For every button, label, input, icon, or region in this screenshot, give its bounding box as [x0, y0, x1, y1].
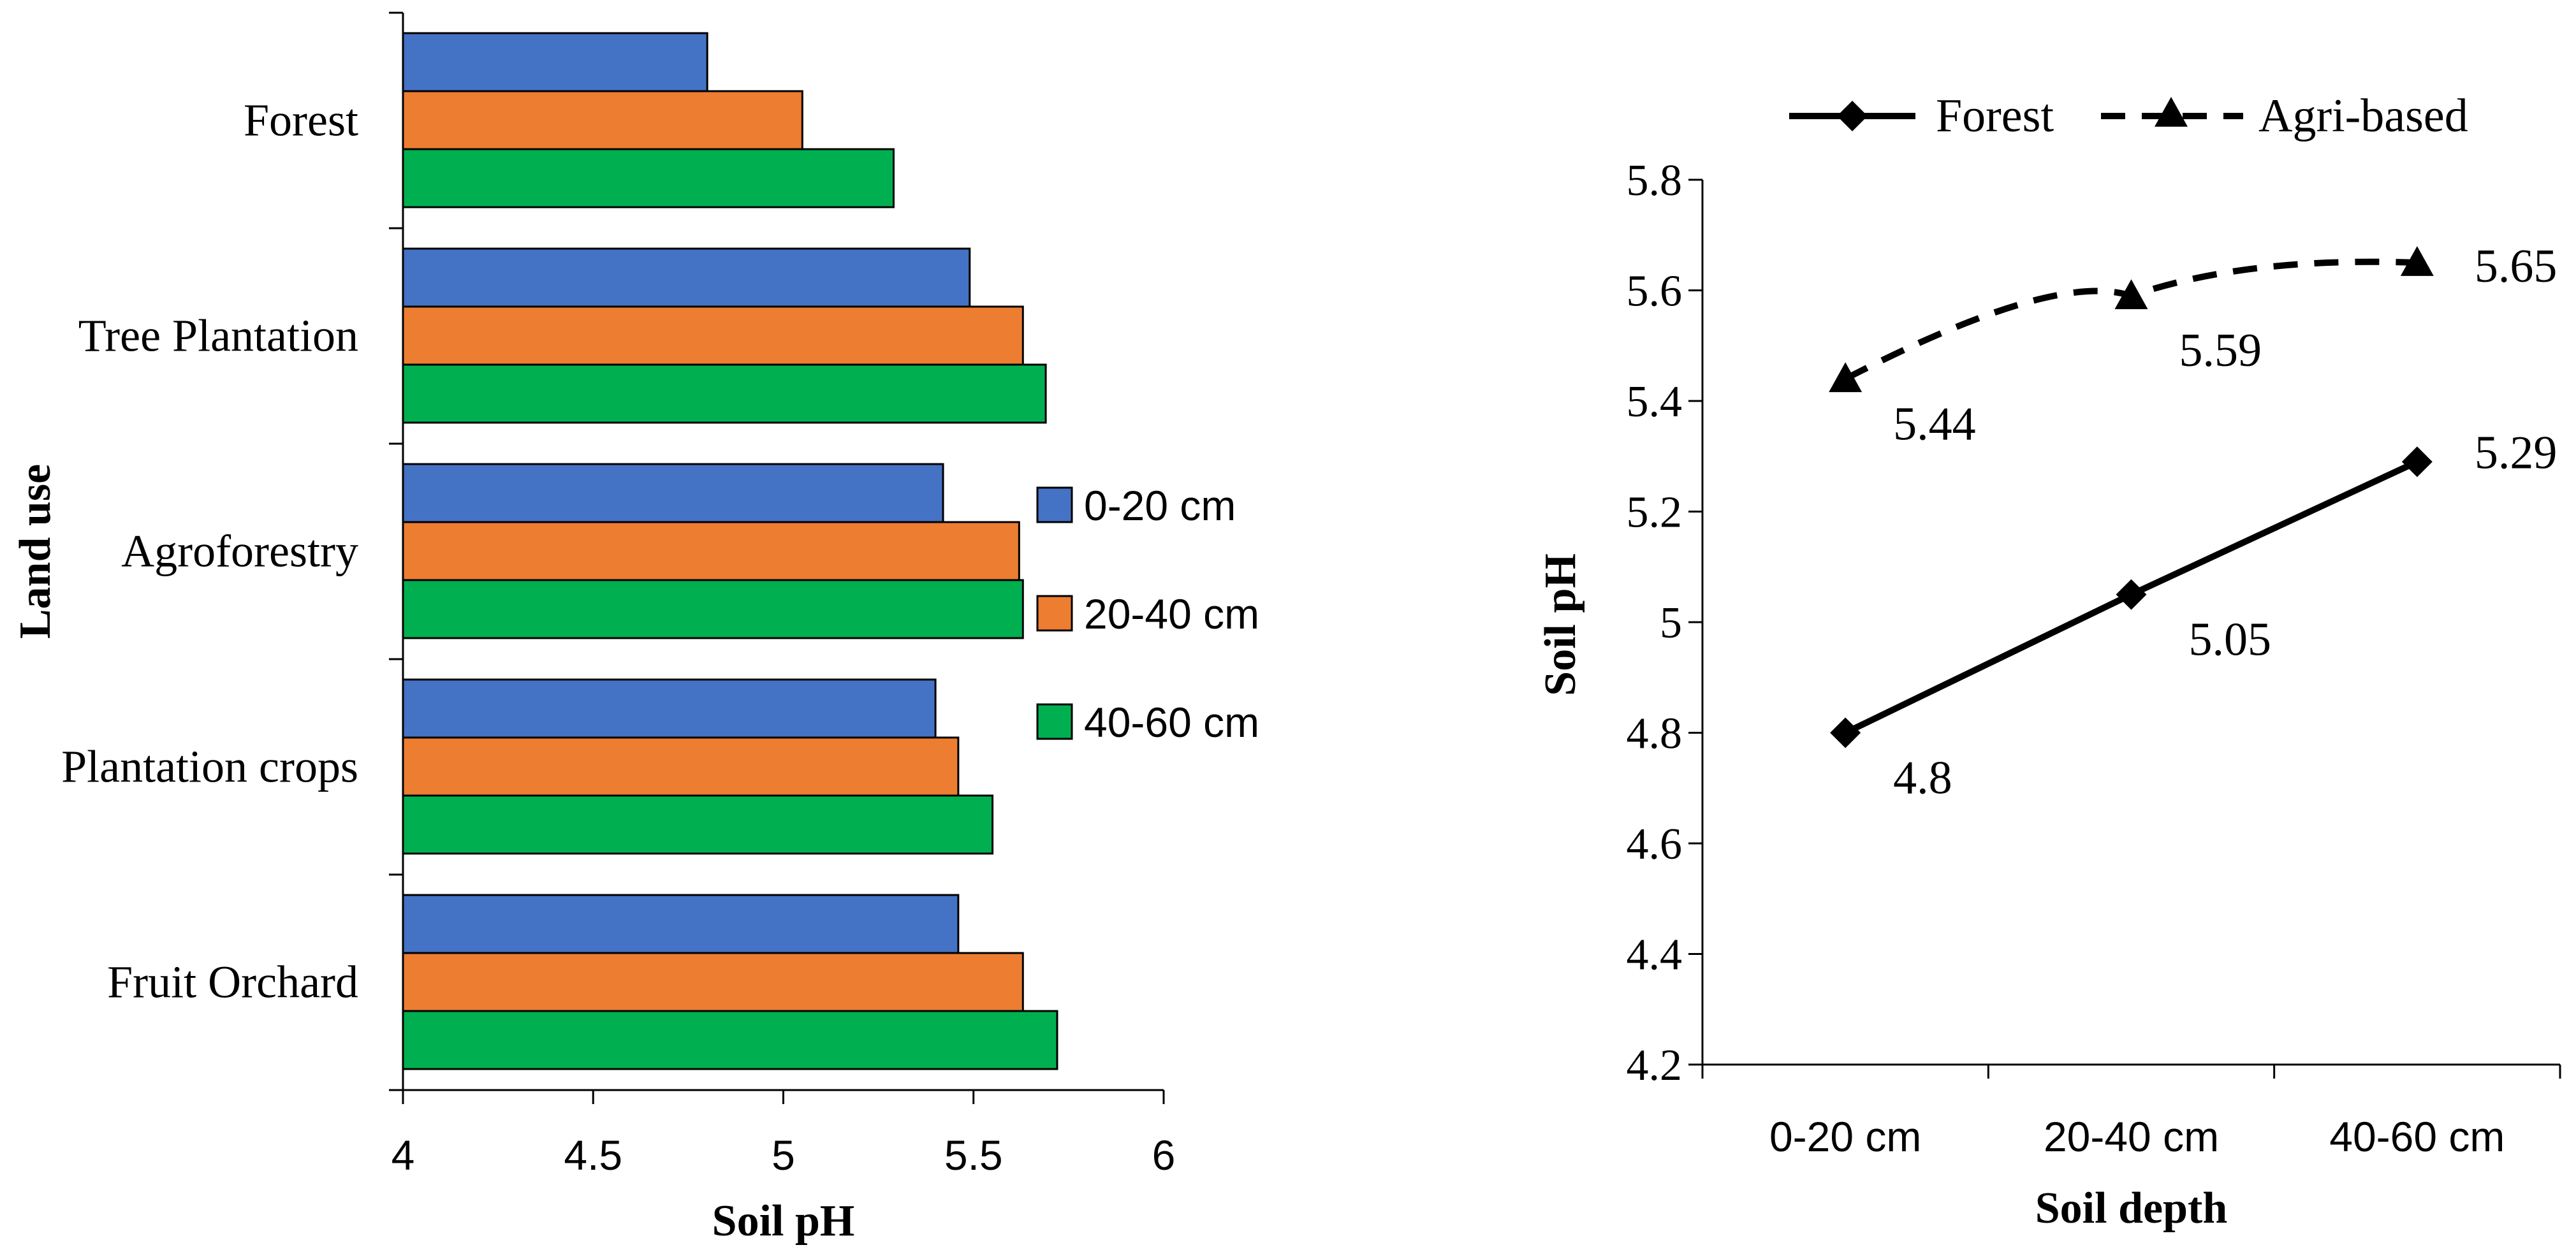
x-axis-title: Soil pH: [712, 1197, 855, 1246]
y-tick-label: 4.2: [1627, 1041, 1683, 1090]
y-tick-label: 5.4: [1627, 377, 1683, 426]
bar-20-40-cm: [402, 521, 1020, 581]
y-tick-label: 5.6: [1627, 267, 1683, 316]
bar-0-20-cm: [402, 32, 708, 92]
data-point-forest: [2401, 446, 2433, 477]
y-tick-label: 5.2: [1627, 488, 1683, 537]
bar-20-40-cm: [402, 305, 1024, 366]
bar-0-20-cm: [402, 463, 944, 523]
y-tick-label: 4.8: [1627, 710, 1683, 759]
category-label: Fruit Orchard: [107, 957, 358, 1008]
legend-label: 20-40 cm: [1084, 590, 1259, 637]
legend-label: 0-20 cm: [1084, 482, 1236, 529]
legend-label: Forest: [1936, 90, 2054, 142]
data-label: 5.59: [2179, 324, 2262, 377]
x-tick-label: 5.5: [944, 1132, 1003, 1179]
x-tick-label: 0-20 cm: [1769, 1113, 1921, 1160]
line-chart-soil-depth: 4.2 4.4 4.6 4.8 5 5.2 5.4 5.6 5.8 0-20 cm 20-40 cm…: [1536, 90, 2561, 1233]
legend-label: 40-60 cm: [1084, 699, 1259, 746]
legend-marker-agri-based: [2155, 97, 2188, 127]
x-tick-label: 20-40 cm: [2044, 1113, 2219, 1160]
x-tick-label: 4.5: [564, 1132, 622, 1179]
y-axis-title: Land use: [11, 464, 60, 639]
y-tick-label: 5.8: [1627, 156, 1683, 205]
legend-swatch: [1036, 703, 1073, 740]
data-point-forest: [1830, 717, 1861, 748]
data-label: 5.29: [2475, 426, 2558, 479]
bar-40-60-cm: [402, 148, 895, 208]
bar-20-40-cm: [402, 90, 803, 150]
bar-20-40-cm: [402, 952, 1024, 1012]
y-tick-label: 4.4: [1627, 931, 1683, 980]
data-label: 5.44: [1893, 398, 1976, 450]
bar-40-60-cm: [402, 363, 1047, 424]
y-tick-label: 5: [1660, 599, 1682, 648]
category-label: Plantation crops: [61, 741, 358, 792]
bar-40-60-cm: [402, 1010, 1058, 1070]
data-label: 5.65: [2475, 240, 2558, 293]
bar-40-60-cm: [402, 579, 1024, 639]
category-label: Agroforestry: [121, 526, 358, 577]
data-label: 5.05: [2189, 614, 2272, 666]
x-tick-label: 6: [1152, 1132, 1176, 1179]
data-point-agri-based: [2114, 279, 2148, 309]
data-point-agri-based: [1829, 362, 1862, 393]
x-tick-label: 4: [392, 1132, 415, 1179]
bar-0-20-cm: [402, 247, 971, 308]
bar-chart-land-use: 4 4.5 5 5.5 6 Soil pH Forest Tree Plantation Agr…: [11, 11, 1259, 1246]
legend-swatch: [1036, 595, 1073, 632]
legend-label: Agri-based: [2258, 90, 2468, 142]
data-point-agri-based: [2400, 246, 2434, 276]
category-label: Forest: [244, 95, 358, 146]
category-label: Tree Plantation: [78, 310, 358, 361]
bar-0-20-cm: [402, 894, 960, 954]
legend-marker-forest: [1837, 101, 1868, 131]
legend-swatch: [1036, 486, 1073, 523]
bar-0-20-cm: [402, 678, 937, 739]
bar-40-60-cm: [402, 794, 994, 855]
x-tick-label: 40-60 cm: [2329, 1113, 2505, 1160]
data-point-forest: [2116, 579, 2147, 610]
bar-20-40-cm: [402, 736, 960, 797]
data-label: 4.8: [1893, 752, 1952, 804]
x-tick-label: 5: [772, 1132, 795, 1179]
y-tick-label: 4.6: [1627, 820, 1683, 869]
y-axis-title: Soil pH: [1536, 553, 1585, 696]
x-axis-title: Soil depth: [2035, 1184, 2228, 1233]
